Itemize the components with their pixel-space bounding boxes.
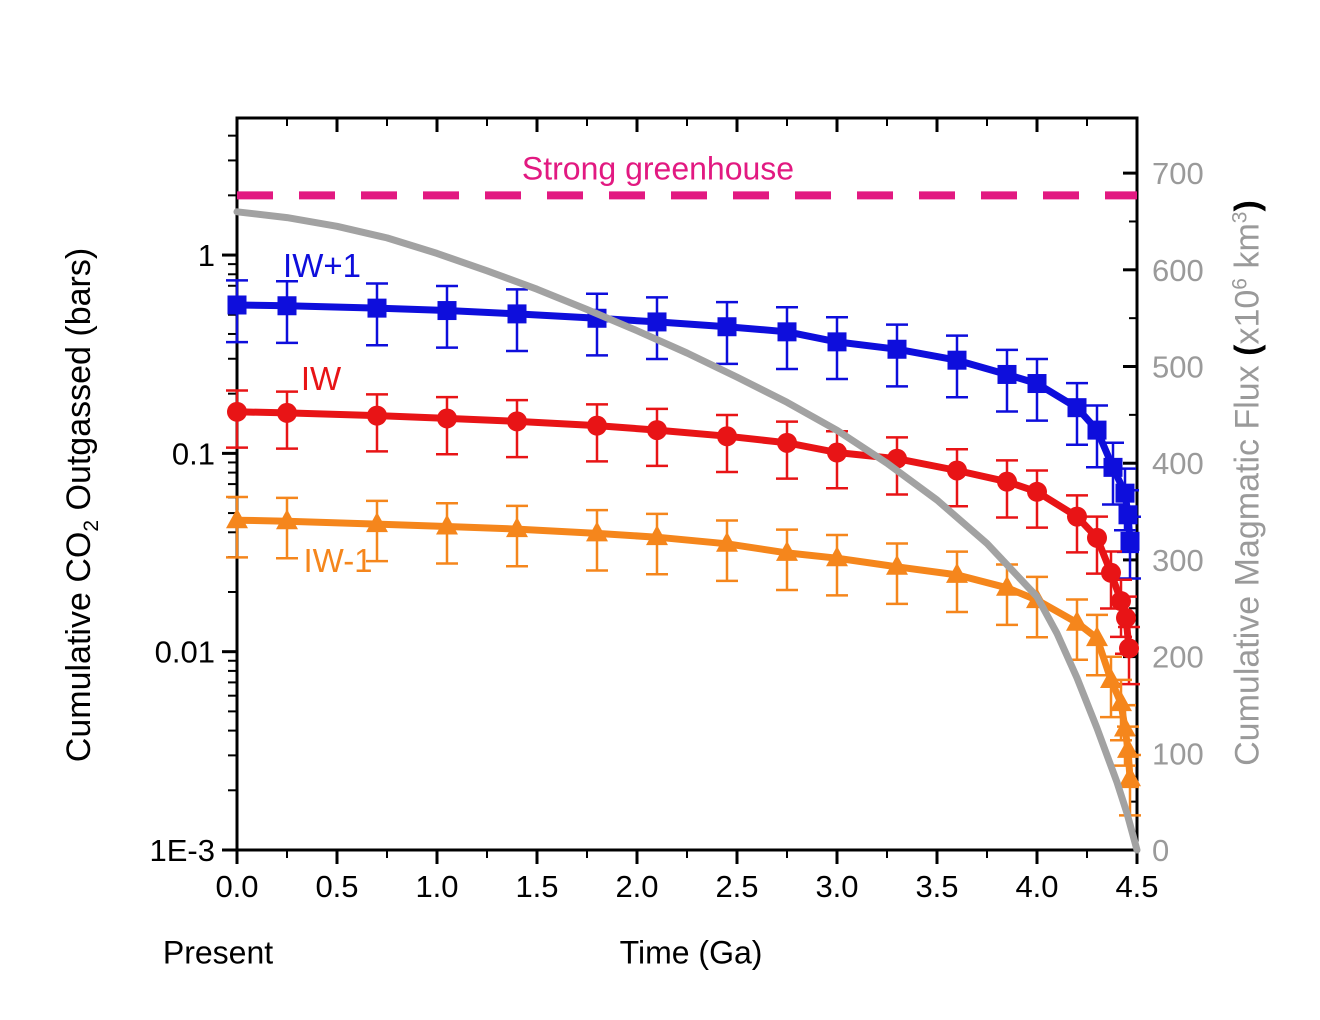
- y-left-title-subscript: 2: [79, 519, 103, 532]
- present-label: Present: [162, 934, 274, 971]
- y-left-title-text-2: Outgassed (bars): [60, 247, 99, 520]
- y-right-title-exponent-3: 3: [1228, 211, 1252, 224]
- y-left-tick-label: 1E-3: [150, 833, 215, 868]
- y-right-tick-label: 200: [1152, 640, 1204, 675]
- x-tick-label: 0.0: [215, 869, 258, 904]
- series-iw-1: [226, 279, 1141, 580]
- y-right-title-text: Cumulative Magmatic Flux: [1228, 355, 1267, 766]
- x-axis-title: Time (Ga): [619, 934, 763, 971]
- y-right-title-open-paren: (: [1228, 344, 1267, 356]
- series-iw-1: [226, 495, 1141, 817]
- y-right-title-close-paren: ): [1228, 200, 1267, 212]
- x-tick-label: 3.0: [815, 869, 858, 904]
- series-label-iw-minus-1: IW-1: [303, 542, 373, 579]
- y-right-title-exponent-6: 6: [1228, 277, 1252, 290]
- series-cumulative-magmatic-flux: [233, 208, 1141, 854]
- y-left-tick-label: 0.01: [155, 635, 215, 670]
- y-right-axis-title: Cumulative Magmatic Flux (x106 km3): [1228, 200, 1267, 766]
- x-tick-label: 0.5: [315, 869, 358, 904]
- x-tick-label: 2.5: [715, 869, 758, 904]
- y-right-tick-label: 100: [1152, 736, 1204, 771]
- y-right-tick-label: 500: [1152, 350, 1204, 385]
- x-tick-label: 1.5: [515, 869, 558, 904]
- y-right-tick-label: 600: [1152, 253, 1204, 288]
- series-iw: [226, 389, 1140, 686]
- y-right-title-km: km: [1228, 223, 1267, 278]
- square-markers: [227, 295, 1140, 551]
- circle-markers: [227, 401, 1139, 659]
- y-right-tick-label: 400: [1152, 446, 1204, 481]
- y-left-tick-label: 0.1: [172, 436, 215, 471]
- axis-ticks: [222, 118, 1139, 864]
- y-left-axis-title: Cumulative CO2 Outgassed (bars): [60, 248, 104, 762]
- y-right-tick-label: 700: [1152, 156, 1204, 191]
- series-line: [233, 208, 1141, 854]
- triangle-markers: [226, 508, 1141, 787]
- series-label-iw: IW: [300, 360, 342, 397]
- x-tick-label: 4.0: [1015, 869, 1058, 904]
- strong-greenhouse-label: Strong greenhouse: [521, 150, 795, 187]
- axis-tick-labels: 0.0 0.5 1.0 1.5 2.0 2.5 3.0 3.5 4.0 4.5 1E-3 0.01 0.…: [150, 156, 1204, 904]
- y-left-title-text: Cumulative CO: [60, 531, 99, 763]
- y-right-tick-label: 300: [1152, 543, 1204, 578]
- y-left-tick-label: 1: [198, 238, 215, 273]
- series-label-iw-plus-1: IW+1: [283, 247, 361, 284]
- y-right-tick-label: 0: [1152, 833, 1169, 868]
- y-right-title-x10: x10: [1228, 289, 1267, 345]
- x-tick-label: 2.0: [615, 869, 658, 904]
- x-tick-label: 4.5: [1115, 869, 1158, 904]
- x-tick-label: 1.0: [415, 869, 458, 904]
- x-tick-label: 3.5: [915, 869, 958, 904]
